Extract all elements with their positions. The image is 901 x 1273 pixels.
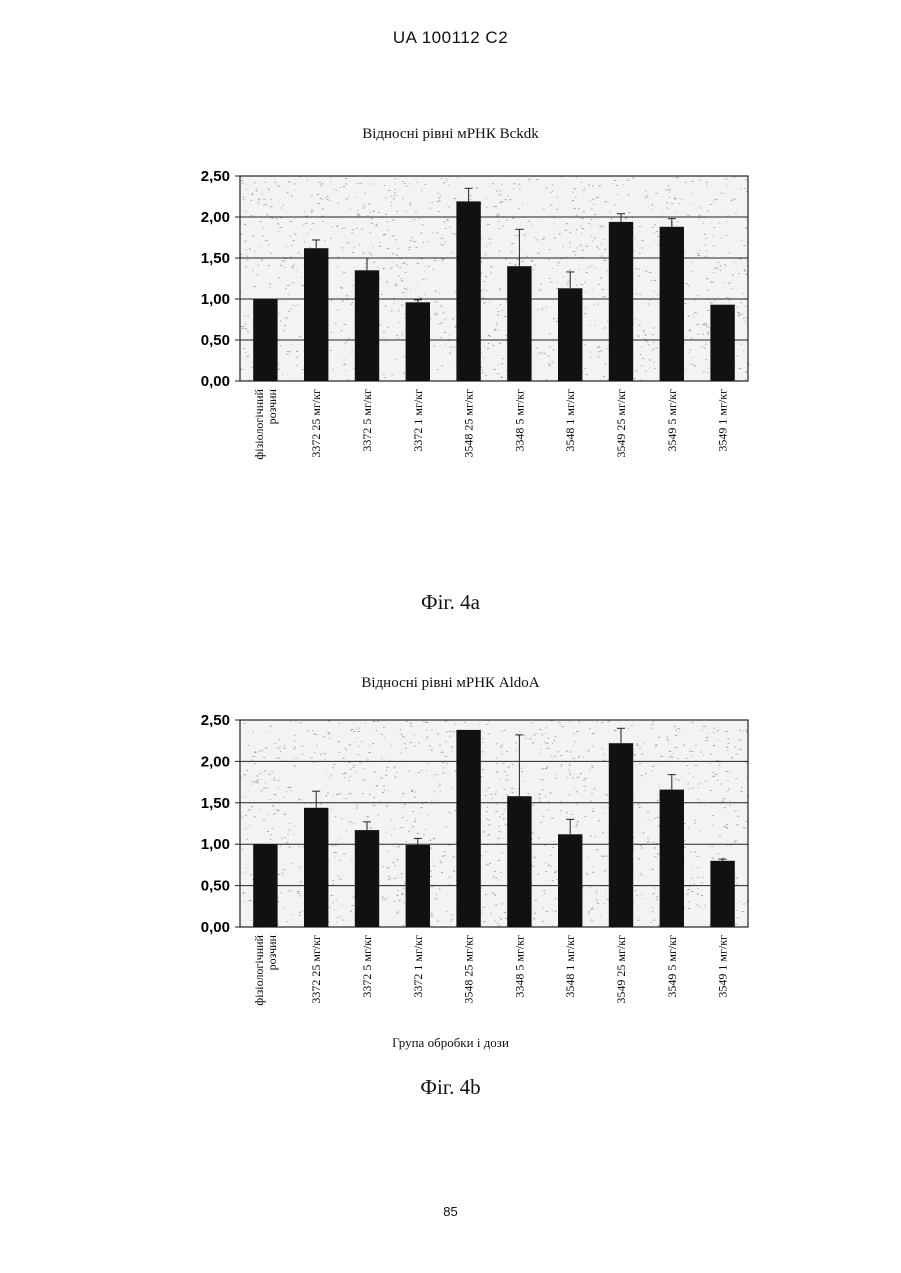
bar: [558, 834, 582, 927]
bar: [609, 222, 633, 381]
x-tick-label: розчин: [265, 934, 279, 970]
x-tick-label: 3348 5 мг/кг: [512, 935, 526, 998]
figure-4b-caption: Фіг. 4b: [0, 1075, 901, 1100]
figure-4b-title: Відносні рівні мРНК AldoA: [0, 675, 901, 692]
figure-4a-title: Відносні рівні мРНК Bckdk: [0, 126, 901, 143]
bar: [710, 861, 734, 927]
page-number: 85: [0, 1204, 901, 1219]
y-tick-label: 2,00: [201, 753, 230, 770]
bar: [253, 844, 277, 927]
x-tick-label: 3549 1 мг/кг: [716, 389, 730, 452]
x-tick-label: 3549 5 мг/кг: [665, 935, 679, 998]
figure-4a-caption: Фіг. 4а: [0, 590, 901, 615]
bar: [304, 808, 328, 927]
x-tick-label: 3372 5 мг/кг: [360, 389, 374, 452]
x-tick-label: розчин: [265, 388, 279, 424]
y-tick-label: 1,00: [201, 291, 230, 308]
bar: [456, 730, 480, 927]
x-tick-label: 3549 25 мг/кг: [614, 935, 628, 1004]
x-tick-label: 3372 5 мг/кг: [360, 935, 374, 998]
y-tick-label: 0,50: [201, 878, 230, 895]
bar: [660, 227, 684, 381]
x-tick-label: 3548 1 мг/кг: [563, 389, 577, 452]
figure-4a-chart: 0,00 0,50 1,00 1,50 2,00 2,50 фізіологічнийроз…: [0, 160, 901, 490]
x-tick-label: фізіологічний: [252, 934, 266, 1005]
bar: [507, 796, 531, 927]
figure-4b-xlabel: Група обробки і дози: [0, 1035, 901, 1051]
bar: [710, 305, 734, 381]
y-tick-label: 0,00: [201, 919, 230, 936]
bar: [660, 790, 684, 927]
y-tick-label: 0,50: [201, 332, 230, 349]
bar: [456, 201, 480, 381]
y-tick-label: 1,50: [201, 250, 230, 267]
x-tick-label: 3548 1 мг/кг: [563, 935, 577, 998]
x-tick-label: 3348 5 мг/кг: [512, 389, 526, 452]
y-tick-label: 0,00: [201, 373, 230, 390]
x-tick-label: 3372 25 мг/кг: [309, 935, 323, 1004]
x-tick-label: 3549 1 мг/кг: [716, 935, 730, 998]
y-tick-label: 2,50: [201, 168, 230, 185]
y-tick-label: 1,50: [201, 795, 230, 812]
x-tick-label: 3372 1 мг/кг: [411, 935, 425, 998]
x-tick-label: 3372 1 мг/кг: [411, 389, 425, 452]
y-tick-label: 2,00: [201, 209, 230, 226]
bar: [253, 299, 277, 381]
x-tick-label: 3548 25 мг/кг: [462, 389, 476, 458]
x-tick-label: 3548 25 мг/кг: [462, 935, 476, 1004]
bar: [507, 266, 531, 381]
patent-header: UA 100112 C2: [0, 28, 901, 48]
bar: [406, 845, 430, 927]
y-tick-label: 1,00: [201, 836, 230, 853]
figure-4b-chart: 0,00 0,50 1,00 1,50 2,00 2,50 фізіологічнийроз…: [0, 706, 901, 1026]
x-tick-label: 3549 5 мг/кг: [665, 389, 679, 452]
x-tick-label: 3372 25 мг/кг: [309, 389, 323, 458]
bar: [304, 248, 328, 381]
x-tick-label: 3549 25 мг/кг: [614, 389, 628, 458]
bar: [609, 743, 633, 927]
y-tick-label: 2,50: [201, 712, 230, 729]
x-tick-label: фізіологічний: [252, 388, 266, 459]
bar: [355, 830, 379, 927]
bar: [558, 288, 582, 381]
bar: [355, 270, 379, 381]
bar: [406, 302, 430, 381]
